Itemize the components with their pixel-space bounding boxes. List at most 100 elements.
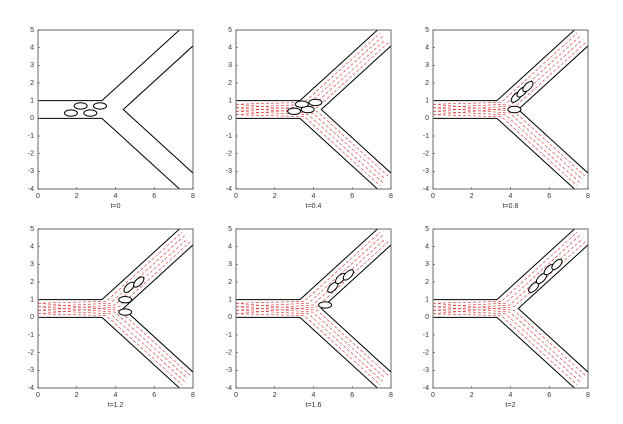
flow-line bbox=[236, 36, 384, 109]
channel-wall bbox=[236, 316, 378, 388]
x-axis-label: t=1.6 bbox=[306, 402, 322, 409]
x-tick-label: 2 bbox=[273, 392, 277, 399]
cell bbox=[73, 102, 88, 110]
y-tick-label: -3 bbox=[226, 168, 232, 175]
panel: 0 2 4 6 8 -4 -3 -2 -1 0 1 2 3 4 5 t=1.2 bbox=[28, 226, 195, 409]
plot-area bbox=[433, 30, 588, 189]
flow-line bbox=[433, 235, 581, 308]
plot-area bbox=[38, 30, 193, 189]
y-tick-label: -4 bbox=[423, 385, 429, 392]
y-tick-label: -3 bbox=[423, 168, 429, 175]
channel-wall bbox=[433, 229, 575, 301]
y-tick-label: 5 bbox=[425, 226, 429, 233]
cell bbox=[83, 109, 98, 117]
axes-box bbox=[37, 29, 194, 190]
x-tick-label: 2 bbox=[273, 193, 277, 200]
flow-line bbox=[433, 103, 586, 177]
plot-area bbox=[38, 229, 193, 388]
flow-line bbox=[38, 235, 186, 308]
x-tick-label: 6 bbox=[152, 392, 156, 399]
channel-wall bbox=[433, 30, 575, 102]
y-tick-label: -4 bbox=[226, 186, 232, 193]
cell bbox=[294, 100, 309, 108]
flow-line bbox=[236, 309, 384, 382]
y-tick-label: 0 bbox=[425, 314, 429, 321]
x-tick-label: 0 bbox=[234, 193, 238, 200]
y-tick-label: 3 bbox=[30, 62, 34, 69]
y-tick-label: -1 bbox=[226, 332, 232, 339]
y-tick-label: 3 bbox=[425, 62, 429, 69]
flow-line bbox=[38, 231, 183, 304]
channel-wall bbox=[433, 316, 575, 388]
y-tick-label: -3 bbox=[28, 367, 34, 374]
y-tick-label: -4 bbox=[226, 385, 232, 392]
flow-line bbox=[433, 107, 583, 180]
cell bbox=[93, 102, 107, 110]
panel: 0 2 4 6 8 -4 -3 -2 -1 0 1 2 3 4 5 t=0.4 bbox=[226, 27, 393, 210]
y-tick-label: -4 bbox=[423, 186, 429, 193]
y-tick-label: 2 bbox=[425, 279, 429, 286]
x-tick-label: 4 bbox=[114, 392, 118, 399]
flow-line bbox=[236, 107, 386, 180]
y-tick-label: 0 bbox=[425, 115, 429, 122]
flow-line bbox=[236, 241, 389, 315]
channel-wall bbox=[236, 117, 378, 189]
y-tick-label: 5 bbox=[425, 27, 429, 34]
x-tick-label: 4 bbox=[312, 392, 316, 399]
y-tick-label: 5 bbox=[228, 226, 232, 233]
y-tick-label: -1 bbox=[226, 133, 232, 140]
x-tick-label: 2 bbox=[75, 392, 79, 399]
cell bbox=[118, 295, 133, 304]
y-tick-label: 4 bbox=[30, 244, 34, 251]
flow-line bbox=[236, 103, 389, 177]
y-tick-label: 5 bbox=[30, 27, 34, 34]
x-tick-label: 0 bbox=[431, 392, 435, 399]
flow-line bbox=[236, 302, 389, 376]
axes-box bbox=[37, 228, 194, 389]
y-tick-label: 1 bbox=[30, 98, 34, 105]
y-tick-label: 0 bbox=[30, 314, 34, 321]
y-tick-label: 2 bbox=[425, 80, 429, 87]
channel-wall bbox=[38, 117, 180, 189]
flow-line bbox=[433, 110, 581, 183]
flow-line bbox=[236, 306, 386, 379]
flow-line bbox=[433, 36, 581, 109]
flow-line bbox=[433, 231, 578, 304]
x-tick-label: 8 bbox=[191, 193, 195, 200]
plot-area bbox=[236, 30, 391, 189]
y-tick-label: 5 bbox=[30, 226, 34, 233]
flow-line bbox=[433, 114, 578, 187]
y-tick-label: 3 bbox=[228, 261, 232, 268]
channel-wall bbox=[38, 30, 180, 102]
x-axis-label: t=2 bbox=[506, 402, 516, 409]
flow-line bbox=[433, 241, 586, 315]
cell bbox=[287, 107, 302, 115]
channel-wall bbox=[517, 244, 588, 373]
flow-line bbox=[433, 313, 578, 386]
y-tick-label: -1 bbox=[28, 332, 34, 339]
x-axis-label: t=0 bbox=[111, 203, 121, 210]
flow-line bbox=[38, 302, 191, 376]
flow-line bbox=[236, 313, 381, 386]
x-tick-label: 4 bbox=[312, 193, 316, 200]
x-axis-label: t=0.8 bbox=[503, 203, 519, 210]
cell bbox=[308, 98, 323, 107]
cell bbox=[63, 109, 78, 117]
y-tick-label: 2 bbox=[30, 80, 34, 87]
cell bbox=[318, 301, 333, 309]
flow-line bbox=[433, 32, 578, 105]
channel-wall bbox=[433, 117, 575, 189]
y-tick-label: -1 bbox=[28, 133, 34, 140]
x-tick-label: 4 bbox=[509, 392, 513, 399]
x-tick-label: 8 bbox=[191, 392, 195, 399]
panel: 0 2 4 6 8 -4 -3 -2 -1 0 1 2 3 4 5 t=0.8 bbox=[423, 27, 590, 210]
flow-line bbox=[236, 32, 381, 105]
cell bbox=[123, 281, 135, 293]
x-tick-label: 8 bbox=[586, 392, 590, 399]
x-tick-label: 8 bbox=[389, 193, 393, 200]
flow-line bbox=[433, 42, 586, 116]
y-tick-label: 1 bbox=[425, 297, 429, 304]
channel-wall bbox=[122, 45, 193, 174]
y-tick-label: 1 bbox=[228, 297, 232, 304]
